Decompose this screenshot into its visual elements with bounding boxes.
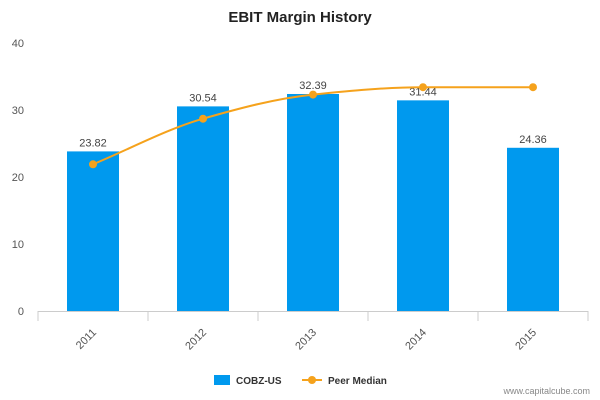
legend: COBZ-US Peer Median [214,375,387,387]
x-tick-label: 2014 [403,327,429,353]
bar [507,147,559,311]
y-tick-label: 20 [12,172,24,184]
bar-data-label: 24.36 [519,134,547,146]
y-tick-label: 40 [12,38,24,50]
peer-median-point [89,160,97,169]
bar [287,93,339,311]
peer-median-series [89,83,537,169]
source-credit: www.capitalcube.com [502,386,590,396]
legend-label-bar: COBZ-US [236,376,282,387]
peer-median-point [419,83,427,92]
bar-data-label: 32.39 [299,80,327,92]
chart-title: EBIT Margin History [228,9,372,26]
x-axis: 2011 2012 2013 2014 2015 [37,311,589,353]
x-tick-label: 2011 [74,327,99,352]
bar [397,100,449,312]
x-tick-label: 2015 [513,327,539,353]
y-tick-label: 0 [18,306,24,318]
legend-label-line: Peer Median [328,376,387,387]
x-tick-label: 2012 [183,327,209,353]
y-tick-label: 30 [12,105,24,117]
y-axis: 0 10 20 30 40 [12,38,24,318]
y-tick-label: 10 [12,239,24,251]
bar [177,106,229,311]
bar-series [67,93,559,312]
peer-median-point [309,90,317,99]
x-tick-label: 2013 [293,327,319,353]
bar-data-label: 23.82 [79,137,107,149]
bar-data-label: 30.54 [189,92,217,104]
legend-swatch-bar [214,375,230,385]
bar [67,151,119,311]
legend-swatch-line-marker [308,376,316,384]
peer-median-point [199,114,207,123]
peer-median-point [529,83,537,92]
bar-data-label: 31.44 [409,86,437,98]
bar-data-labels: 23.82 30.54 32.39 31.44 24.36 [79,80,547,149]
